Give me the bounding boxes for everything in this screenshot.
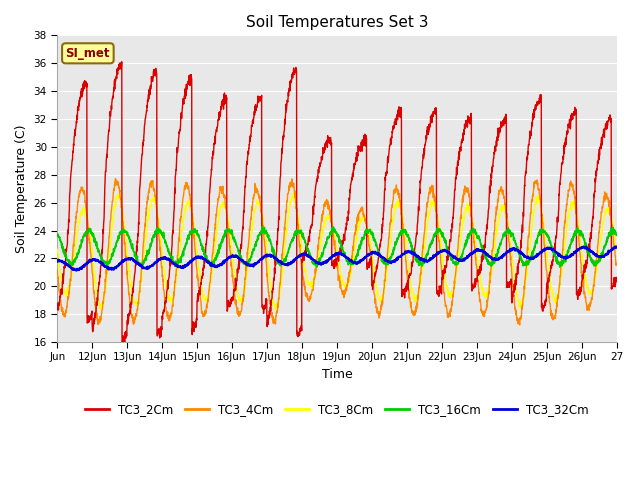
Y-axis label: Soil Temperature (C): Soil Temperature (C) (15, 124, 28, 253)
Legend: TC3_2Cm, TC3_4Cm, TC3_8Cm, TC3_16Cm, TC3_32Cm: TC3_2Cm, TC3_4Cm, TC3_8Cm, TC3_16Cm, TC3… (81, 398, 593, 421)
Text: SI_met: SI_met (66, 47, 110, 60)
Title: Soil Temperatures Set 3: Soil Temperatures Set 3 (246, 15, 428, 30)
X-axis label: Time: Time (321, 368, 352, 381)
